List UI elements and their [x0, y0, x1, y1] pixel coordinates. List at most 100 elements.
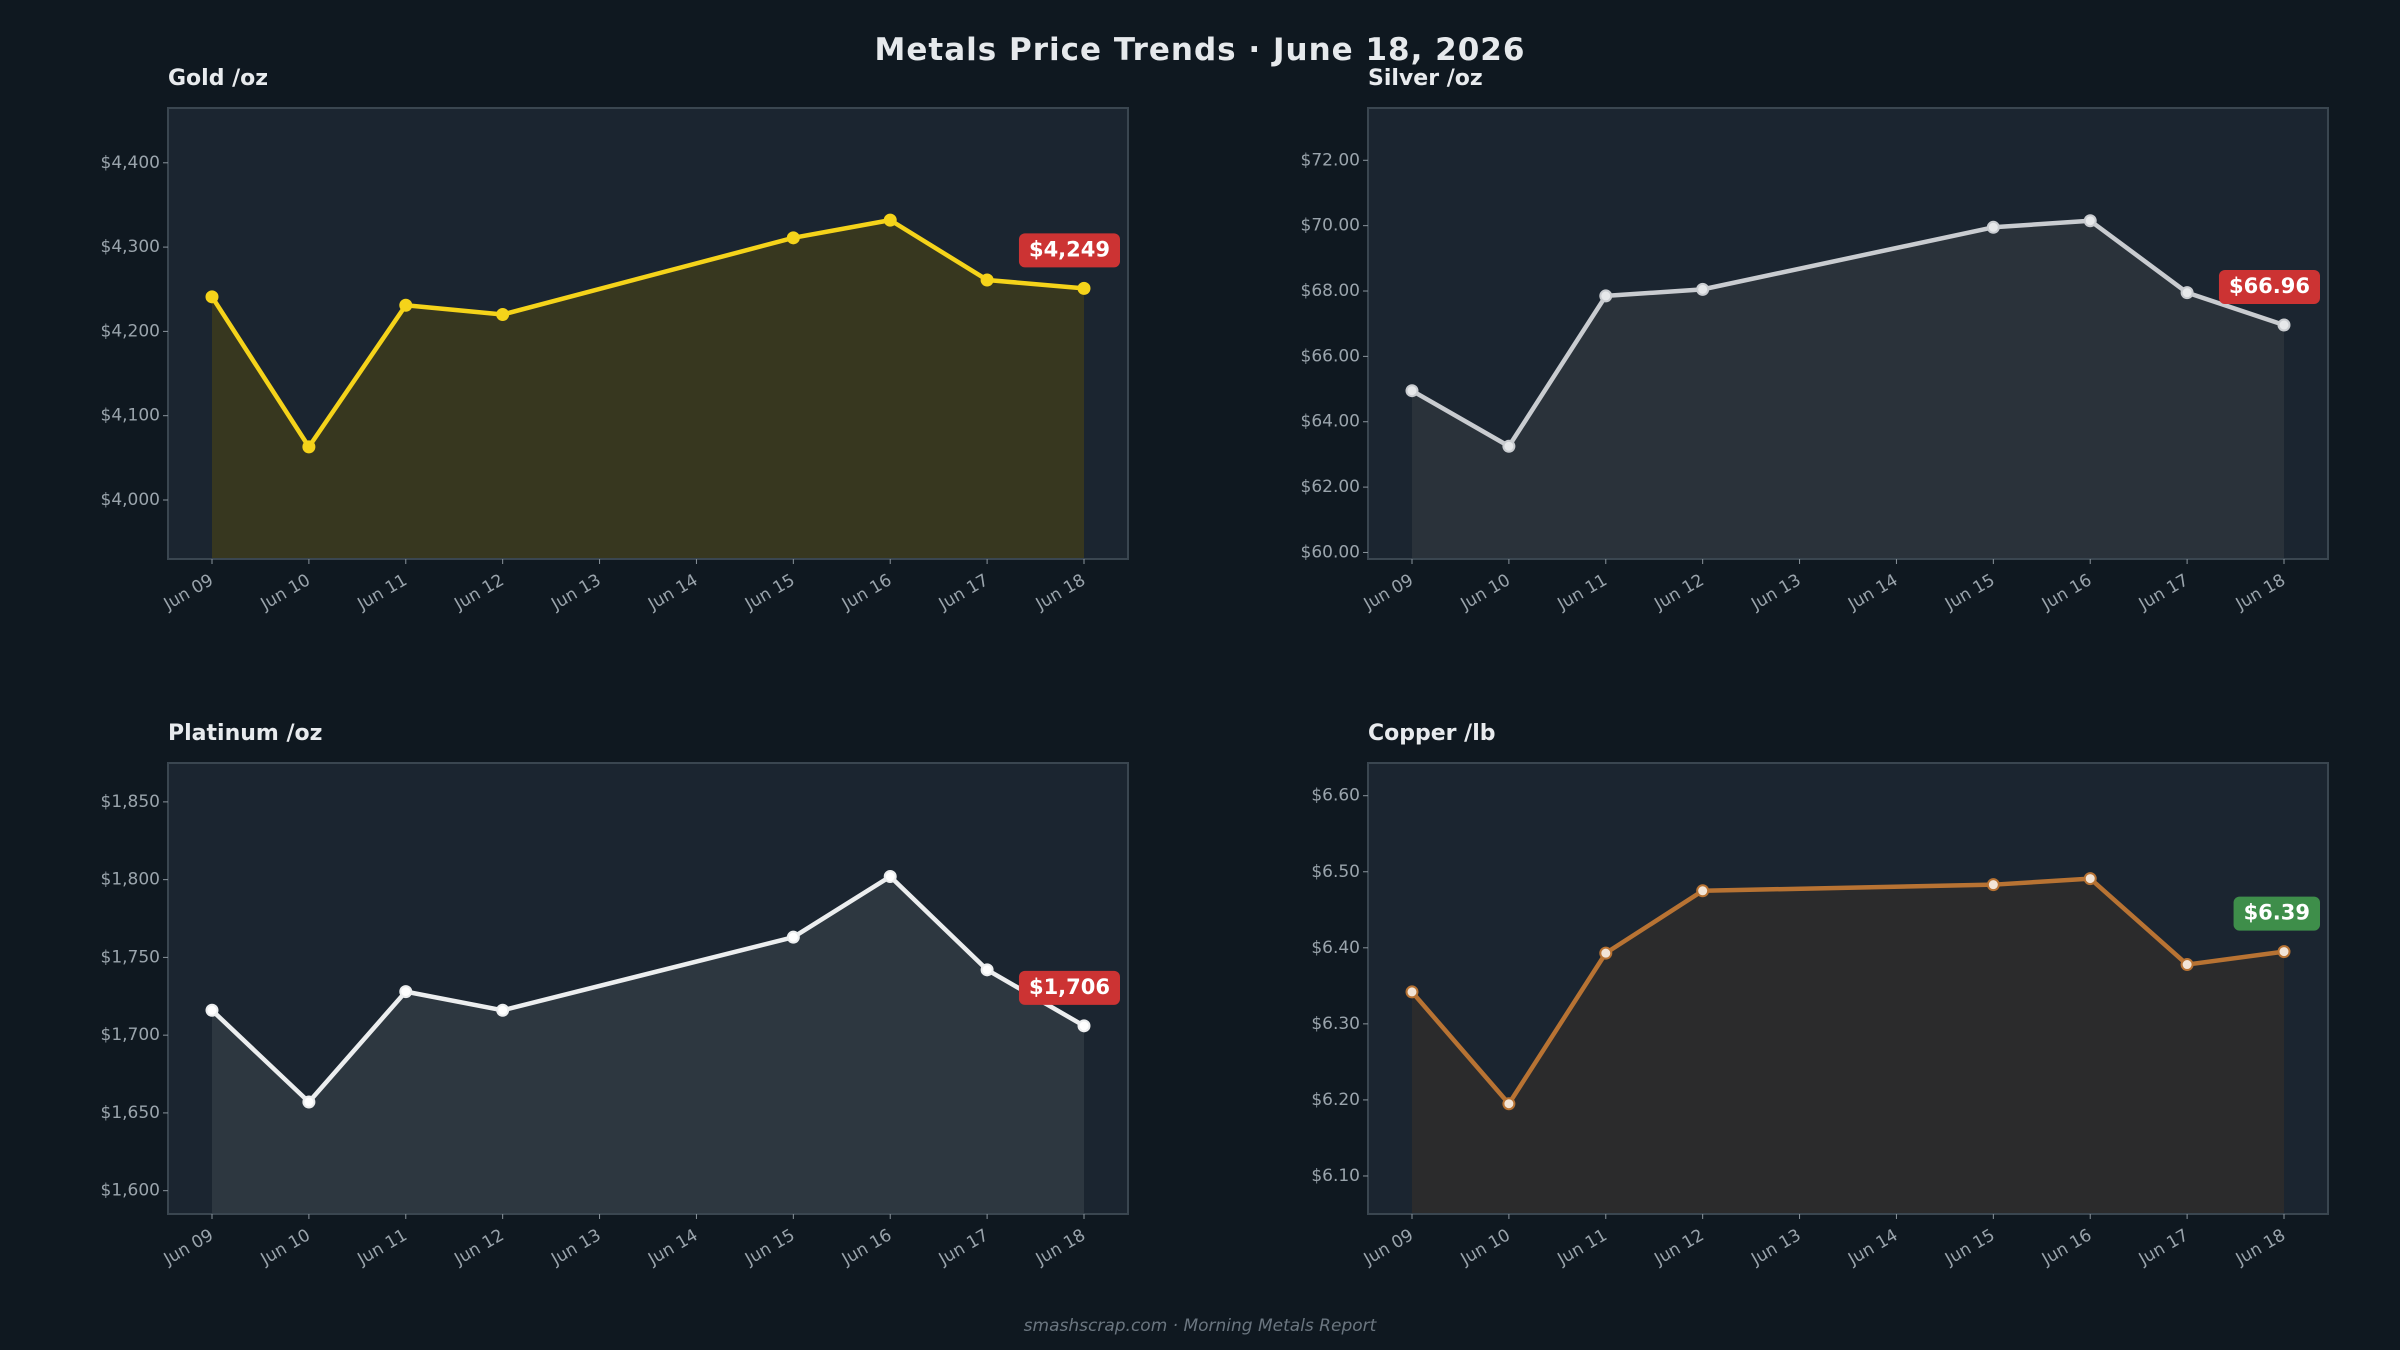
platinum-chart: Platinum /oz $1,600 $1,650 $1,700 $1,750 $1,8…: [101, 721, 1129, 1270]
platinum-area-fill: [212, 876, 1084, 1213]
page-title: Metals Price Trends · June 18, 2026: [874, 32, 1526, 68]
copper-price-badge: $6.39: [2233, 896, 2320, 931]
silver-xtick-label: Jun 15: [1941, 570, 1998, 615]
copper-chart-title: Copper /lb: [1368, 721, 1496, 746]
platinum-ytick-label: $1,650: [101, 1103, 160, 1123]
gold-data-point: [786, 231, 800, 245]
gold-chart-title: Gold /oz: [168, 66, 268, 91]
platinum-data-point: [1077, 1019, 1091, 1033]
copper-data-point: [2277, 945, 2291, 959]
copper-ytick-label: $6.50: [1311, 862, 1360, 882]
copper-ytick-label: $6.40: [1311, 938, 1360, 958]
platinum-series-line: [210, 874, 1086, 1105]
silver-ytick-label: $70.00: [1301, 216, 1360, 236]
silver-chart-title: Silver /oz: [1368, 66, 1483, 91]
silver-xtick-label: Jun 18: [2232, 570, 2289, 615]
copper-xtick-label: Jun 14: [1844, 1225, 1901, 1270]
gold-data-point: [496, 308, 510, 322]
copper-data-point: [1696, 884, 1710, 898]
platinum-data-point: [302, 1095, 316, 1109]
silver-ytick-label: $62.00: [1301, 477, 1360, 497]
copper-xtick-label: Jun 15: [1941, 1225, 1998, 1270]
silver-data-point: [1405, 384, 1419, 398]
silver-data-point: [2083, 214, 2097, 228]
gold-data-point: [980, 273, 994, 287]
copper-xtick-label: Jun 11: [1553, 1225, 1610, 1270]
gold-ytick-label: $4,300: [101, 237, 160, 257]
platinum-chart-title: Platinum /oz: [168, 721, 322, 746]
platinum-xtick-label: Jun 12: [450, 1225, 507, 1270]
platinum-ytick-label: $1,800: [101, 870, 160, 890]
silver-xtick-label: Jun 14: [1844, 570, 1901, 615]
silver-data-point: [1502, 439, 1516, 453]
platinum-ytick-label: $1,700: [101, 1025, 160, 1045]
silver-ytick-label: $68.00: [1301, 281, 1360, 301]
silver-series-line: [1410, 218, 2285, 449]
gold-series-line: [210, 217, 1085, 450]
copper-data-point: [2180, 958, 2194, 972]
platinum-xtick-label: Jun 10: [257, 1225, 314, 1270]
gold-chart: Gold /oz $4,000 $4,100 $4,200 $4,300 $4,400 Ju…: [101, 66, 1129, 615]
gold-price-badge-label: $4,249: [1029, 237, 1110, 261]
gold-xtick-label: Jun 09: [160, 570, 217, 615]
silver-xtick-label: Jun 11: [1553, 570, 1610, 615]
platinum-data-point: [205, 1003, 219, 1017]
platinum-ytick-label: $1,600: [101, 1181, 160, 1201]
copper-xtick-label: Jun 09: [1360, 1225, 1417, 1270]
platinum-data-point: [883, 870, 897, 884]
silver-data-point: [2180, 286, 2194, 300]
copper-xtick-label: Jun 18: [2232, 1225, 2289, 1270]
copper-price-badge-label: $6.39: [2244, 901, 2310, 925]
gold-xtick-label: Jun 11: [353, 570, 410, 615]
gold-xtick-label: Jun 16: [838, 570, 895, 615]
copper-xtick-label: Jun 17: [2135, 1225, 2192, 1270]
platinum-ytick-label: $1,750: [101, 947, 160, 967]
silver-data-point: [1986, 220, 2000, 234]
gold-xtick-label: Jun 10: [257, 570, 314, 615]
gold-price-badge: $4,249: [1018, 233, 1120, 268]
copper-chart: Copper /lb $6.10 $6.20 $6.30 $6.40 $6.50 $6.60…: [1311, 721, 2329, 1270]
gold-xtick-label: Jun 14: [644, 570, 701, 615]
copper-data-point: [1405, 985, 1419, 999]
copper-ytick-label: $6.60: [1311, 786, 1360, 806]
silver-ytick-label: $72.00: [1301, 150, 1360, 170]
platinum-xtick-label: Jun 13: [547, 1225, 604, 1270]
silver-data-point: [1696, 282, 1710, 296]
gold-xtick-label: Jun 13: [547, 570, 604, 615]
gold-ytick-label: $4,200: [101, 321, 160, 341]
gold-xtick-label: Jun 15: [741, 570, 798, 615]
copper-xtick-label: Jun 12: [1650, 1225, 1707, 1270]
platinum-price-badge: $1,706: [1018, 970, 1120, 1005]
copper-price-badge-bg: [2233, 896, 2320, 931]
gold-xtick-label: Jun 18: [1032, 570, 1089, 615]
platinum-xtick-label: Jun 15: [741, 1225, 798, 1270]
copper-xtick-label: Jun 16: [2038, 1225, 2095, 1270]
platinum-ytick-label: $1,850: [101, 792, 160, 812]
platinum-xtick-label: Jun 14: [644, 1225, 701, 1270]
platinum-data-point: [399, 985, 413, 999]
gold-ytick-label: $4,400: [101, 153, 160, 173]
silver-ytick-label: $64.00: [1301, 412, 1360, 432]
copper-data-point: [2083, 872, 2097, 886]
gold-xtick-label: Jun 17: [935, 570, 992, 615]
platinum-price-badge-label: $1,706: [1029, 975, 1110, 999]
silver-ytick-label: $66.00: [1301, 346, 1360, 366]
platinum-data-point: [980, 963, 994, 977]
gold-xtick-label: Jun 12: [450, 570, 507, 615]
silver-price-badge-bg: [2218, 270, 2320, 305]
silver-area-fill: [1412, 220, 2284, 558]
copper-ytick-label: $6.30: [1311, 1014, 1360, 1034]
copper-data-point: [1986, 878, 2000, 892]
gold-data-point: [399, 298, 413, 312]
silver-price-badge: $66.96: [2218, 270, 2320, 305]
copper-data-point: [1502, 1097, 1516, 1111]
footer-credit: smashscrap.com · Morning Metals Report: [1023, 1316, 1377, 1336]
silver-xtick-label: Jun 12: [1650, 570, 1707, 615]
platinum-xtick-label: Jun 11: [353, 1225, 410, 1270]
copper-ytick-label: $6.20: [1311, 1090, 1360, 1110]
gold-price-badge-bg: [1018, 233, 1120, 268]
silver-data-point: [2277, 318, 2291, 332]
silver-xtick-label: Jun 16: [2038, 570, 2095, 615]
copper-data-point: [1599, 946, 1613, 960]
